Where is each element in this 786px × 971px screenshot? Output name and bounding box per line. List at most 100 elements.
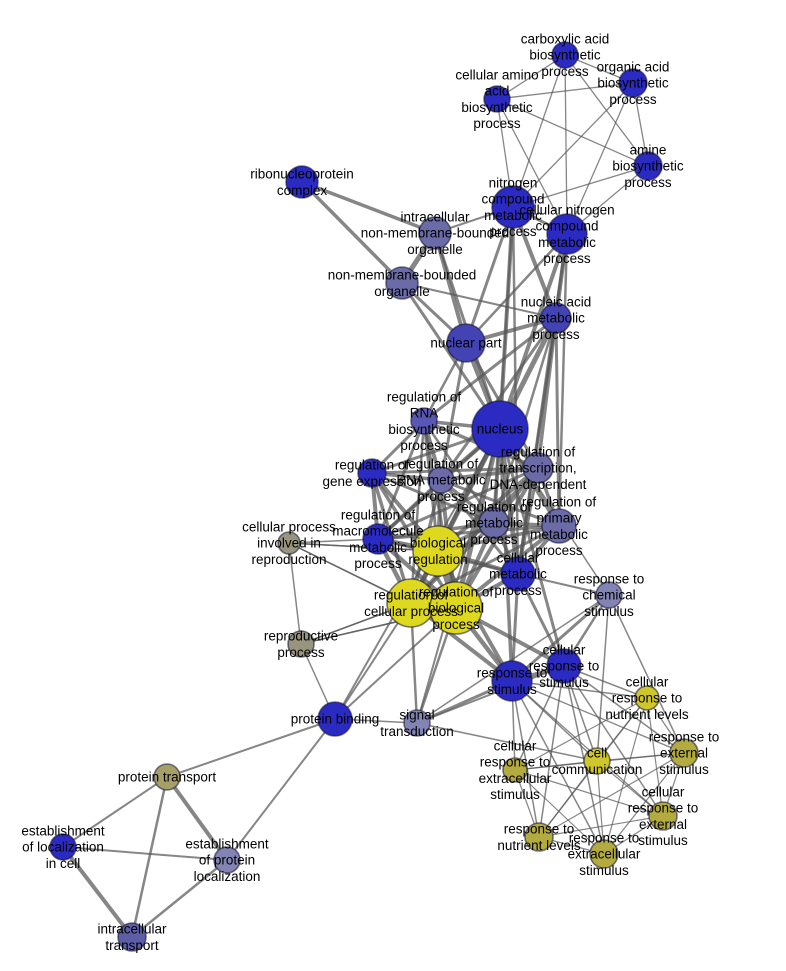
node-amine-biosynthetic-process[interactable]: [633, 151, 663, 181]
edge-carboxylic-acid-biosynthetic-process--nitrogen-compound-metabolic-process[interactable]: [512, 54, 566, 208]
edge-protein-binding--establishment-of-protein-localization[interactable]: [226, 718, 336, 861]
edge-cellular-amino-acid-biosynthetic-process--organic-acid-biosynthetic-process[interactable]: [496, 82, 634, 100]
edge-nuclear-part--regulation-of-rna-metabolic-process[interactable]: [439, 341, 468, 482]
node-regulation-of-primary-metabolic-process[interactable]: [541, 508, 577, 544]
edge-regulation-of-transcription-dna-dependent--regulation-of-gene-expression[interactable]: [370, 466, 540, 475]
edge-protein-transport--establishment-of-localization-in-cell[interactable]: [62, 776, 168, 848]
node-non-membrane-bounded-organelle[interactable]: [385, 266, 419, 300]
node-nuclear-part[interactable]: [446, 323, 486, 363]
node-regulation-of-rna-biosynthetic-process[interactable]: [410, 407, 438, 435]
edge-nucleic-acid-metabolic-process--regulation-of-rna-metabolic-process[interactable]: [439, 316, 558, 482]
edge-cellular-response-to-nutrient-levels--cellular-response-to-extracellular-stimulus[interactable]: [514, 697, 648, 771]
edge-cell-communication--response-to-nutrient-levels[interactable]: [538, 760, 598, 838]
edge-cellular-nitrogen-compound-metabolic-process--nucleus[interactable]: [498, 232, 569, 431]
edge-response-to-chemical-stimulus--response-to-external-stimulus[interactable]: [608, 594, 685, 754]
edge-response-to-chemical-stimulus--response-to-stimulus[interactable]: [510, 593, 611, 683]
edge-protein-transport--intracellular-transport[interactable]: [130, 775, 169, 939]
node-nucleus[interactable]: [471, 400, 529, 458]
edge-cellular-response-to-nutrient-levels--cellular-response-to-external-stimulus[interactable]: [646, 697, 664, 817]
edge-cellular-process-involved-in-reproduction--reproductive-process[interactable]: [288, 542, 302, 645]
node-biological-regulation[interactable]: [412, 525, 464, 577]
edge-nitrogen-compound-metabolic-process--cellular-metabolic-process[interactable]: [511, 205, 520, 576]
edge-regulation-of-rna-biosynthetic-process--regulation-of-metabolic-process[interactable]: [422, 419, 496, 525]
edge-ribonucleoprotein-complex--intracellular-non-membrane-bounded-organelle[interactable]: [300, 180, 437, 235]
edge-response-to-stimulus--response-to-nutrient-levels[interactable]: [511, 680, 540, 838]
node-nitrogen-compound-metabolic-process[interactable]: [491, 185, 535, 229]
node-regulation-of-metabolic-process[interactable]: [478, 507, 510, 539]
edge-nucleic-acid-metabolic-process--regulation-of-rna-biosynthetic-process[interactable]: [422, 316, 558, 423]
node-protein-binding[interactable]: [317, 701, 353, 737]
edge-cellular-amino-acid-biosynthetic-process--amine-biosynthetic-process[interactable]: [496, 98, 649, 167]
node-cellular-response-to-nutrient-levels[interactable]: [634, 685, 660, 711]
node-cellular-process-involved-in-reproduction[interactable]: [277, 531, 301, 555]
node-reproductive-process[interactable]: [287, 630, 315, 658]
node-response-to-nutrient-levels[interactable]: [524, 822, 554, 852]
node-response-to-chemical-stimulus[interactable]: [595, 581, 623, 609]
edge-cellular-nitrogen-compound-metabolic-process--regulation-of-primary-metabolic-process[interactable]: [557, 232, 569, 528]
node-signal-transduction[interactable]: [403, 709, 431, 737]
edge-amine-biosynthetic-process--nitrogen-compound-metabolic-process[interactable]: [512, 165, 649, 208]
edge-protein-binding--protein-transport[interactable]: [166, 718, 336, 778]
edge-carboxylic-acid-biosynthetic-process--cellular-nitrogen-compound-metabolic-process[interactable]: [564, 54, 568, 235]
edge-signal-transduction--cell-communication[interactable]: [416, 722, 598, 762]
node-regulation-of-macromolecule-metabolic-process[interactable]: [362, 523, 394, 555]
edge-nucleus--signal-transduction[interactable]: [416, 428, 501, 724]
node-regulation-of-biological-process[interactable]: [429, 581, 483, 635]
node-establishment-of-localization-in-cell[interactable]: [49, 833, 77, 861]
edge-cellular-response-to-extracellular-stimulus--response-to-extracellular-stimulus[interactable]: [514, 769, 605, 855]
edge-cell-communication--response-to-extracellular-stimulus[interactable]: [596, 760, 605, 855]
edge-cellular-amino-acid-biosynthetic-process--cellular-nitrogen-compound-metabolic-process[interactable]: [496, 98, 568, 235]
node-ribonucleoprotein-complex[interactable]: [285, 165, 319, 199]
edge-regulation-of-gene-expression--regulation-of-metabolic-process[interactable]: [370, 471, 496, 525]
edge-non-membrane-bounded-organelle--nucleic-acid-metabolic-process[interactable]: [401, 282, 557, 319]
edge-establishment-of-localization-in-cell--establishment-of-protein-localization[interactable]: [62, 846, 228, 861]
node-cellular-response-to-external-stimulus[interactable]: [648, 801, 678, 831]
edge-signal-transduction--response-to-chemical-stimulus[interactable]: [416, 594, 610, 724]
node-response-to-stimulus[interactable]: [491, 660, 533, 702]
edge-cellular-response-to-stimulus--response-to-external-stimulus[interactable]: [563, 665, 685, 754]
node-cellular-response-to-stimulus[interactable]: [546, 648, 582, 684]
edge-cellular-nitrogen-compound-metabolic-process--nuclear-part[interactable]: [464, 232, 569, 345]
edge-nucleic-acid-metabolic-process--regulation-of-primary-metabolic-process[interactable]: [554, 316, 561, 528]
node-nucleic-acid-metabolic-process[interactable]: [540, 302, 572, 334]
node-cellular-response-to-extracellular-stimulus[interactable]: [502, 757, 528, 783]
edge-regulation-of-biological-process--protein-binding[interactable]: [334, 607, 457, 720]
node-protein-transport[interactable]: [153, 763, 181, 791]
edge-response-to-stimulus--cellular-response-to-external-stimulus[interactable]: [511, 680, 664, 817]
edge-cellular-response-to-stimulus--signal-transduction[interactable]: [416, 665, 565, 724]
edge-establishment-of-protein-localization--intracellular-transport[interactable]: [130, 858, 229, 939]
edge-nitrogen-compound-metabolic-process--nuclear-part[interactable]: [464, 205, 515, 345]
node-regulation-of-transcription-dna-dependent[interactable]: [522, 452, 554, 484]
edge-cellular-response-to-extracellular-stimulus--cellular-response-to-external-stimulus[interactable]: [514, 769, 664, 817]
edge-regulation-of-macromolecule-metabolic-process--regulation-of-primary-metabolic-process[interactable]: [376, 524, 561, 541]
edge-nucleic-acid-metabolic-process--cellular-metabolic-process[interactable]: [516, 316, 558, 576]
edge-response-to-chemical-stimulus--cell-communication[interactable]: [596, 594, 610, 762]
node-response-to-external-stimulus[interactable]: [669, 738, 699, 768]
node-regulation-of-gene-expression[interactable]: [357, 458, 387, 488]
node-cellular-metabolic-process[interactable]: [500, 556, 536, 592]
edge-response-to-external-stimulus--response-to-nutrient-levels[interactable]: [538, 752, 685, 838]
edge-response-to-external-stimulus--response-to-extracellular-stimulus[interactable]: [603, 752, 685, 855]
edge-regulation-of-rna-metabolic-process--regulation-of-primary-metabolic-process[interactable]: [439, 478, 561, 528]
edge-organic-acid-biosynthetic-process--nitrogen-compound-metabolic-process[interactable]: [512, 82, 634, 208]
edge-cellular-response-to-stimulus--cellular-response-to-extracellular-stimulus[interactable]: [514, 665, 565, 771]
node-intracellular-non-membrane-bounded-organelle[interactable]: [418, 216, 452, 250]
node-response-to-extracellular-stimulus[interactable]: [589, 839, 619, 869]
edge-cellular-response-to-nutrient-levels--response-to-extracellular-stimulus[interactable]: [603, 697, 648, 855]
edge-non-membrane-bounded-organelle--nucleus[interactable]: [400, 281, 502, 431]
node-organic-acid-biosynthetic-process[interactable]: [618, 68, 648, 98]
node-intracellular-transport[interactable]: [117, 922, 147, 952]
edge-protein-transport--establishment-of-protein-localization[interactable]: [165, 775, 229, 862]
node-establishment-of-protein-localization[interactable]: [213, 846, 241, 874]
node-regulation-of-rna-metabolic-process[interactable]: [427, 466, 455, 494]
edge-response-to-stimulus--response-to-extracellular-stimulus[interactable]: [511, 680, 605, 855]
node-cellular-amino-acid-biosynthetic-process[interactable]: [483, 85, 511, 113]
edge-establishment-of-localization-in-cell--intracellular-transport[interactable]: [61, 845, 134, 939]
edge-organic-acid-biosynthetic-process--cellular-nitrogen-compound-metabolic-process[interactable]: [566, 82, 634, 235]
edge-cellular-response-to-external-stimulus--response-to-nutrient-levels[interactable]: [538, 815, 664, 838]
node-carboxylic-acid-biosynthetic-process[interactable]: [551, 41, 579, 69]
edge-regulation-of-transcription-dna-dependent--regulation-of-rna-metabolic-process[interactable]: [439, 466, 540, 482]
node-cell-communication[interactable]: [583, 747, 611, 775]
node-cellular-nitrogen-compound-metabolic-process[interactable]: [546, 213, 588, 255]
